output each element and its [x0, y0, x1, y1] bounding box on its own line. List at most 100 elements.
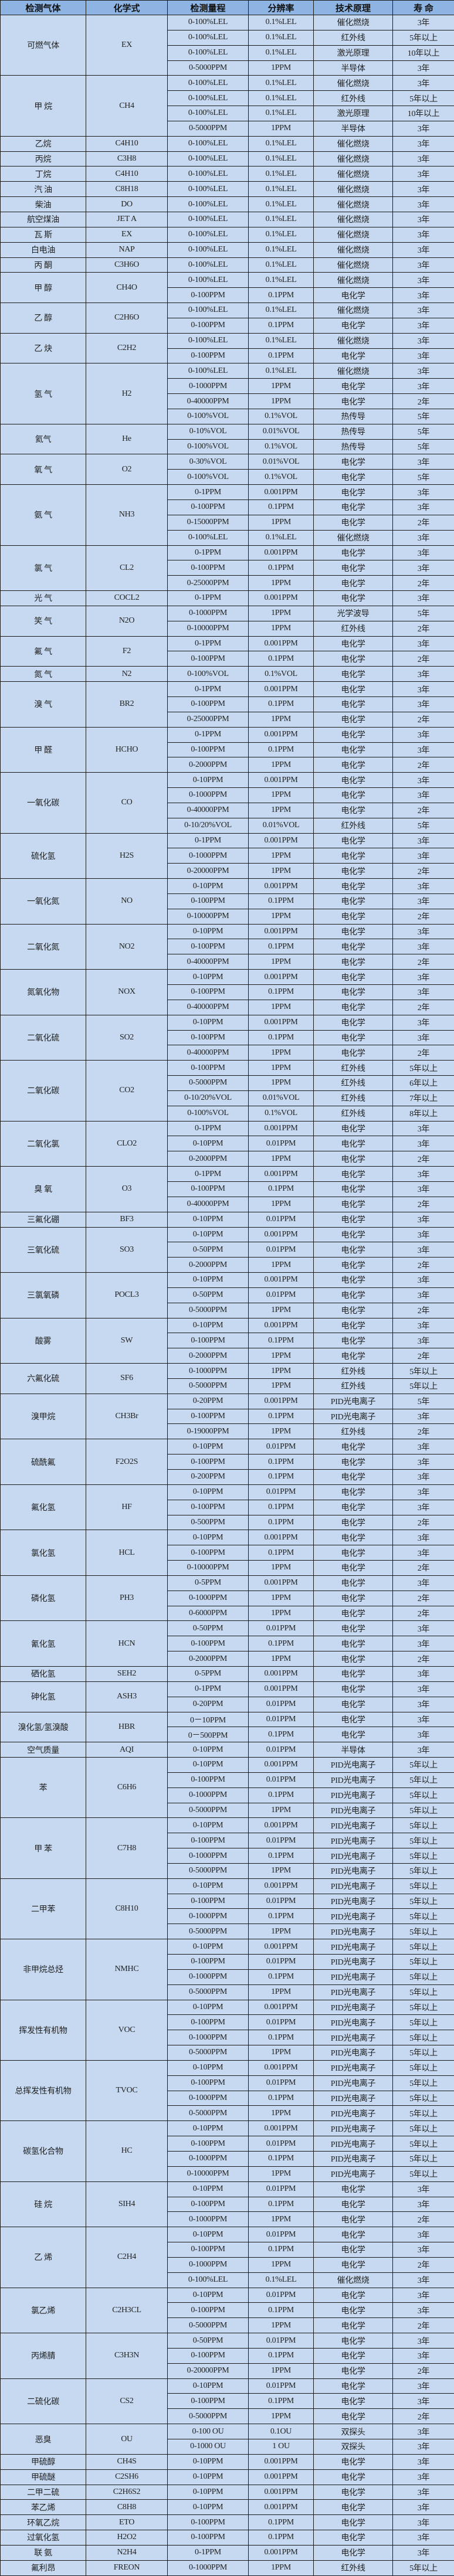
- lifetime-cell: 3年: [392, 1408, 454, 1425]
- lifetime-cell: 5年以上: [392, 2075, 454, 2091]
- gas-name-cell: 苯乙烯: [0, 2499, 86, 2516]
- lifetime-cell: 2年: [392, 575, 454, 592]
- resolution-cell: 0.001PPM: [248, 2453, 314, 2470]
- range-cell: 0-40000PPM: [167, 393, 249, 409]
- lifetime-cell: 3年: [392, 2499, 454, 2516]
- range-cell: 0-5000PPM: [167, 1923, 249, 1940]
- formula-cell: C2H3CL: [86, 2287, 168, 2334]
- resolution-cell: 0.1PPM: [248, 1469, 314, 1485]
- lifetime-cell: 2年: [392, 999, 454, 1015]
- resolution-cell: 0.1%LEL: [248, 2272, 314, 2288]
- resolution-cell: 0.01PPM: [248, 1211, 314, 1228]
- lifetime-cell: 5年: [392, 408, 454, 424]
- gas-name-cell: 溴化氢/氢溴酸: [0, 1711, 86, 1743]
- range-cell: 0-100PPM: [167, 1029, 249, 1046]
- range-cell: 0-100%LEL: [167, 272, 249, 288]
- range-cell: 0-100PPM: [167, 1893, 249, 1909]
- gas-name-cell: 一氧化氮: [0, 878, 86, 925]
- lifetime-cell: 2年: [392, 802, 454, 818]
- technology-cell: PID光电离子: [313, 1984, 393, 2000]
- resolution-cell: 1PPM: [248, 1923, 314, 1940]
- formula-cell: OU: [86, 2424, 168, 2455]
- range-cell: 0-100PPM: [167, 1772, 249, 1788]
- lifetime-cell: 3年: [392, 1014, 454, 1031]
- technology-cell: 电化学: [313, 1727, 393, 1743]
- range-cell: 0-5000PPM: [167, 2105, 249, 2122]
- resolution-cell: 0.01PPM: [248, 1242, 314, 1258]
- gas-name-cell: 可燃气体: [0, 14, 86, 76]
- table-row: 0-100%VOL 0.1%VOL 电化学 5年: [1, 469, 454, 485]
- table-row: 0-5000PPM 1PPM 半导体 3年: [1, 120, 454, 137]
- range-cell: 0-100%VOL: [167, 408, 249, 424]
- table-row: 0-100PPM 0.01PPM PID光电离子 5年以上: [1, 2136, 454, 2152]
- resolution-cell: 1PPM: [248, 1984, 314, 2000]
- technology-cell: 电化学: [313, 1439, 393, 1455]
- technology-cell: 红外线: [313, 620, 393, 637]
- formula-cell: CH4O: [86, 272, 168, 304]
- resolution-cell: 0.1%VOL: [248, 1105, 314, 1122]
- gas-name-cell: 航空煤油: [0, 211, 86, 227]
- gas-name-cell: 笑 气: [0, 605, 86, 637]
- table-row: 0-5000PPM 1PPM PID光电离子 5年以上: [1, 1984, 454, 2000]
- lifetime-cell: 3年: [392, 1727, 454, 1743]
- resolution-cell: 0.1%LEL: [248, 166, 314, 182]
- table-row: 0-1000PPM 0.1PPM PID光电离子 5年以上: [1, 1908, 454, 1925]
- range-cell: 0-1PPM: [167, 726, 249, 743]
- lifetime-cell: 3年: [392, 545, 454, 561]
- resolution-cell: 0.1%LEL: [248, 257, 314, 273]
- lifetime-cell: 3年: [392, 2287, 454, 2303]
- table-row: 0-2000PPM 1PPM 电化学 2年: [1, 1651, 454, 1667]
- technology-cell: 双探头: [313, 2424, 393, 2439]
- table-row: 一氧化氮 NO 0-10PPM 0.001PPM 电化学 3年: [0, 878, 454, 925]
- technology-cell: 电化学: [313, 1590, 393, 1606]
- range-cell: 0-100PPM: [167, 560, 249, 576]
- table-row: 0-40000PPM 1PPM 电化学 2年: [1, 802, 454, 818]
- lifetime-cell: 3年: [392, 1469, 454, 1485]
- resolution-cell: 1PPM: [248, 2045, 314, 2061]
- technology-cell: 电化学: [313, 1014, 393, 1031]
- gas-name-cell: 甲硫醇: [0, 2453, 86, 2470]
- range-cell: 0-25000PPM: [167, 711, 249, 728]
- technology-cell: 红外线: [313, 1363, 393, 1379]
- table-row: 氟利昂 FREON 0-1000PPM 1PPM 红外线 5年以上: [0, 2560, 454, 2576]
- resolution-cell: 1PPM: [248, 1802, 314, 1819]
- range-cell: 0-10PPM: [167, 772, 249, 789]
- formula-cell: ASH3: [86, 1681, 168, 1712]
- gas-name-cell: 甲 醇: [0, 272, 86, 304]
- range-cell: 0-10PPM: [167, 878, 249, 894]
- range-cell: 0-5000PPM: [167, 60, 249, 76]
- range-cell: 0-1000PPM: [167, 605, 249, 621]
- range-cell: 0-30%VOL: [167, 454, 249, 470]
- resolution-cell: 1PPM: [248, 2166, 314, 2182]
- table-row: 氮 气 N2 0-100%VOL 0.1%VOL 电化学 3年: [0, 666, 454, 682]
- gas-name-cell: 氟化氢: [0, 1484, 86, 1531]
- lifetime-cell: 3年: [392, 2439, 454, 2455]
- table-row: 磷化氢 PH3 0-5PPM 0.001PPM 电化学 3年: [0, 1575, 454, 1622]
- range-cell: 0-100PPM: [167, 2302, 249, 2319]
- range-cell: 0-1000 OU: [167, 2439, 249, 2455]
- technology-cell: 电化学: [313, 1257, 393, 1273]
- range-cell: 0-100%LEL: [167, 2272, 249, 2288]
- table-row: 0-100PPM 0.1PPM 电化学 3年: [1, 2393, 454, 2410]
- table-row: 0-100%VOL 0.1%VOL 热传导 5年: [1, 408, 454, 424]
- lifetime-cell: 3年: [392, 1666, 454, 1682]
- range-cell: 0-1PPM: [167, 1681, 249, 1697]
- lifetime-cell: 3年: [392, 196, 454, 212]
- lifetime-cell: 3年: [392, 939, 454, 955]
- lifetime-cell: 3年: [392, 529, 454, 546]
- technology-cell: 电化学: [313, 2317, 393, 2334]
- lifetime-cell: 5年以上: [392, 1833, 454, 1849]
- range-cell: 0-100%LEL: [167, 303, 249, 318]
- lifetime-cell: 3年: [392, 787, 454, 803]
- table-row: 溴化氢/氢溴酸 HBR 0－10PPM 0.01PPM 电化学 3年: [0, 1711, 454, 1743]
- table-row: 三氧化硫 SO3 0-10PPM 0.001PPM 电化学 3年: [0, 1226, 454, 1273]
- table-row: 柴油 DO 0-100%LEL 0.1%LEL 催化燃烧 3年: [0, 196, 454, 212]
- resolution-cell: 1PPM: [248, 787, 314, 803]
- table-row: 0-5000PPM 1PPM 红外线 6年以上: [1, 1075, 454, 1091]
- lifetime-cell: 5年以上: [392, 2030, 454, 2046]
- lifetime-cell: 2年: [392, 863, 454, 879]
- lifetime-cell: 5年以上: [392, 1999, 454, 2016]
- technology-cell: 电化学: [313, 2499, 393, 2516]
- lifetime-cell: 5年以上: [392, 1969, 454, 1985]
- lifetime-cell: 2年: [392, 757, 454, 773]
